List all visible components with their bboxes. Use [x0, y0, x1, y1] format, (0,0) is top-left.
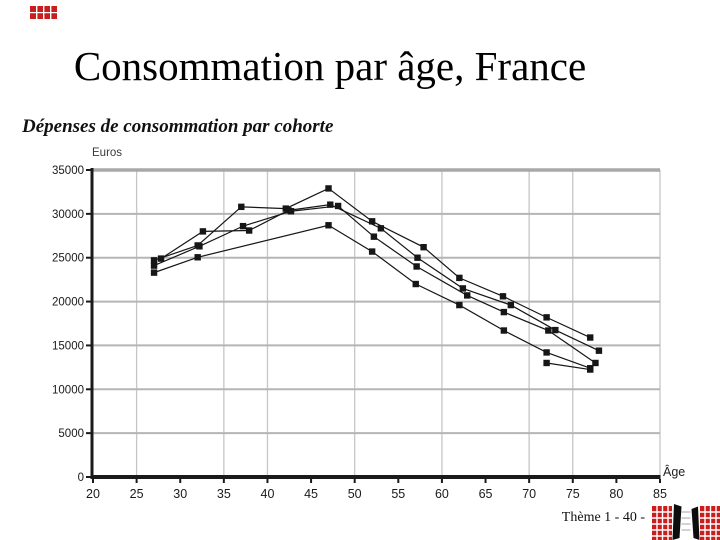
- data-point-marker: [150, 262, 158, 269]
- x-tick-label: 70: [522, 487, 536, 501]
- x-tick-label: 45: [304, 487, 318, 501]
- x-axis-unit-label: Âge: [663, 465, 686, 479]
- y-axis-line: [90, 168, 94, 479]
- data-point-marker: [238, 203, 245, 211]
- data-point-marker: [287, 208, 295, 215]
- red-grid-corner-mark: [30, 6, 57, 19]
- data-point-marker: [377, 225, 385, 232]
- data-point-marker: [412, 280, 419, 288]
- y-tick-label: 10000: [52, 384, 84, 396]
- data-point-marker: [587, 334, 594, 341]
- x-tick: [222, 479, 225, 483]
- data-point-marker: [413, 263, 420, 270]
- x-tick: [571, 479, 574, 483]
- data-point-marker: [199, 228, 207, 235]
- x-tick: [615, 479, 618, 483]
- y-tick: [86, 344, 91, 347]
- data-point-marker: [368, 218, 376, 225]
- x-tick: [135, 479, 138, 483]
- data-point-marker: [420, 243, 427, 251]
- x-tick: [310, 479, 313, 483]
- y-axis-unit-label: Euros: [92, 147, 123, 159]
- data-point-marker: [587, 366, 594, 373]
- y-tick-label: 0: [78, 472, 84, 484]
- data-point-marker: [325, 222, 332, 229]
- data-point-marker: [194, 254, 201, 261]
- x-tick: [92, 479, 94, 483]
- y-tick: [86, 169, 91, 171]
- series-line-cohorte-1: [153, 187, 591, 339]
- x-tick-label: 25: [130, 487, 144, 501]
- x-tick-label: 20: [86, 487, 100, 501]
- y-tick: [86, 388, 91, 391]
- data-point-marker: [370, 233, 378, 240]
- y-tick: [86, 212, 91, 215]
- y-tick-label: 25000: [52, 253, 84, 265]
- x-tick: [659, 479, 661, 483]
- x-tick: [353, 479, 356, 483]
- institution-logo: [652, 504, 720, 540]
- x-tick: [266, 479, 269, 483]
- x-tick: [484, 479, 487, 483]
- x-tick-label: 35: [217, 487, 231, 501]
- data-point-marker: [245, 227, 253, 234]
- data-point-marker: [325, 185, 332, 192]
- y-tick-label: 15000: [52, 340, 84, 352]
- data-point-marker: [150, 269, 158, 276]
- slide-title: Consommation par âge, France: [73, 43, 587, 89]
- y-tick: [86, 300, 91, 303]
- x-tick: [440, 479, 443, 483]
- x-tick-label: 50: [348, 487, 362, 501]
- x-axis-line: [90, 475, 661, 479]
- data-point-marker: [368, 248, 376, 255]
- data-point-marker: [592, 359, 599, 367]
- x-tick-label: 80: [609, 487, 623, 501]
- y-tick: [86, 432, 91, 435]
- data-point-marker: [414, 254, 421, 261]
- x-tick: [179, 479, 182, 483]
- x-tick-label: 85: [653, 487, 667, 501]
- data-point-marker: [595, 347, 603, 354]
- data-point-marker: [543, 349, 550, 356]
- data-point-marker: [334, 202, 342, 210]
- x-tick-label: 60: [435, 487, 449, 501]
- data-point-marker: [552, 326, 559, 334]
- data-point-marker: [499, 293, 507, 300]
- y-tick: [86, 476, 91, 478]
- y-tick-label: 30000: [52, 209, 84, 221]
- x-tick-label: 30: [173, 487, 187, 501]
- y-tick: [86, 256, 91, 259]
- data-point-marker: [543, 314, 550, 321]
- data-point-marker: [150, 257, 158, 264]
- data-point-marker: [543, 359, 550, 367]
- data-point-marker: [157, 255, 165, 262]
- data-point-marker: [507, 301, 515, 309]
- data-point-marker: [545, 327, 552, 334]
- x-tick: [397, 479, 400, 483]
- data-point-marker: [327, 201, 334, 208]
- y-tick-label: 5000: [58, 428, 84, 440]
- data-point-marker: [500, 308, 508, 316]
- y-tick-label: 35000: [52, 165, 84, 177]
- series-line-cohorte-5: [546, 362, 591, 371]
- x-tick: [528, 479, 531, 483]
- y-tick-label: 20000: [52, 297, 84, 309]
- x-tick-label: 55: [391, 487, 405, 501]
- x-tick-label: 75: [566, 487, 580, 501]
- data-point-marker: [239, 222, 247, 230]
- chart-title: Dépenses de consommation par cohorte: [22, 116, 334, 137]
- data-point-marker: [500, 327, 508, 334]
- data-point-marker: [456, 301, 463, 309]
- series-line-cohorte-4: [153, 224, 591, 369]
- x-tick-label: 40: [261, 487, 275, 501]
- data-point-marker: [464, 292, 471, 299]
- data-point-marker: [456, 274, 463, 282]
- data-point-marker: [196, 243, 203, 250]
- x-tick-label: 65: [479, 487, 493, 501]
- data-point-marker: [459, 285, 467, 292]
- slide-footer-page-label: Thème 1 - 40 -: [561, 510, 645, 525]
